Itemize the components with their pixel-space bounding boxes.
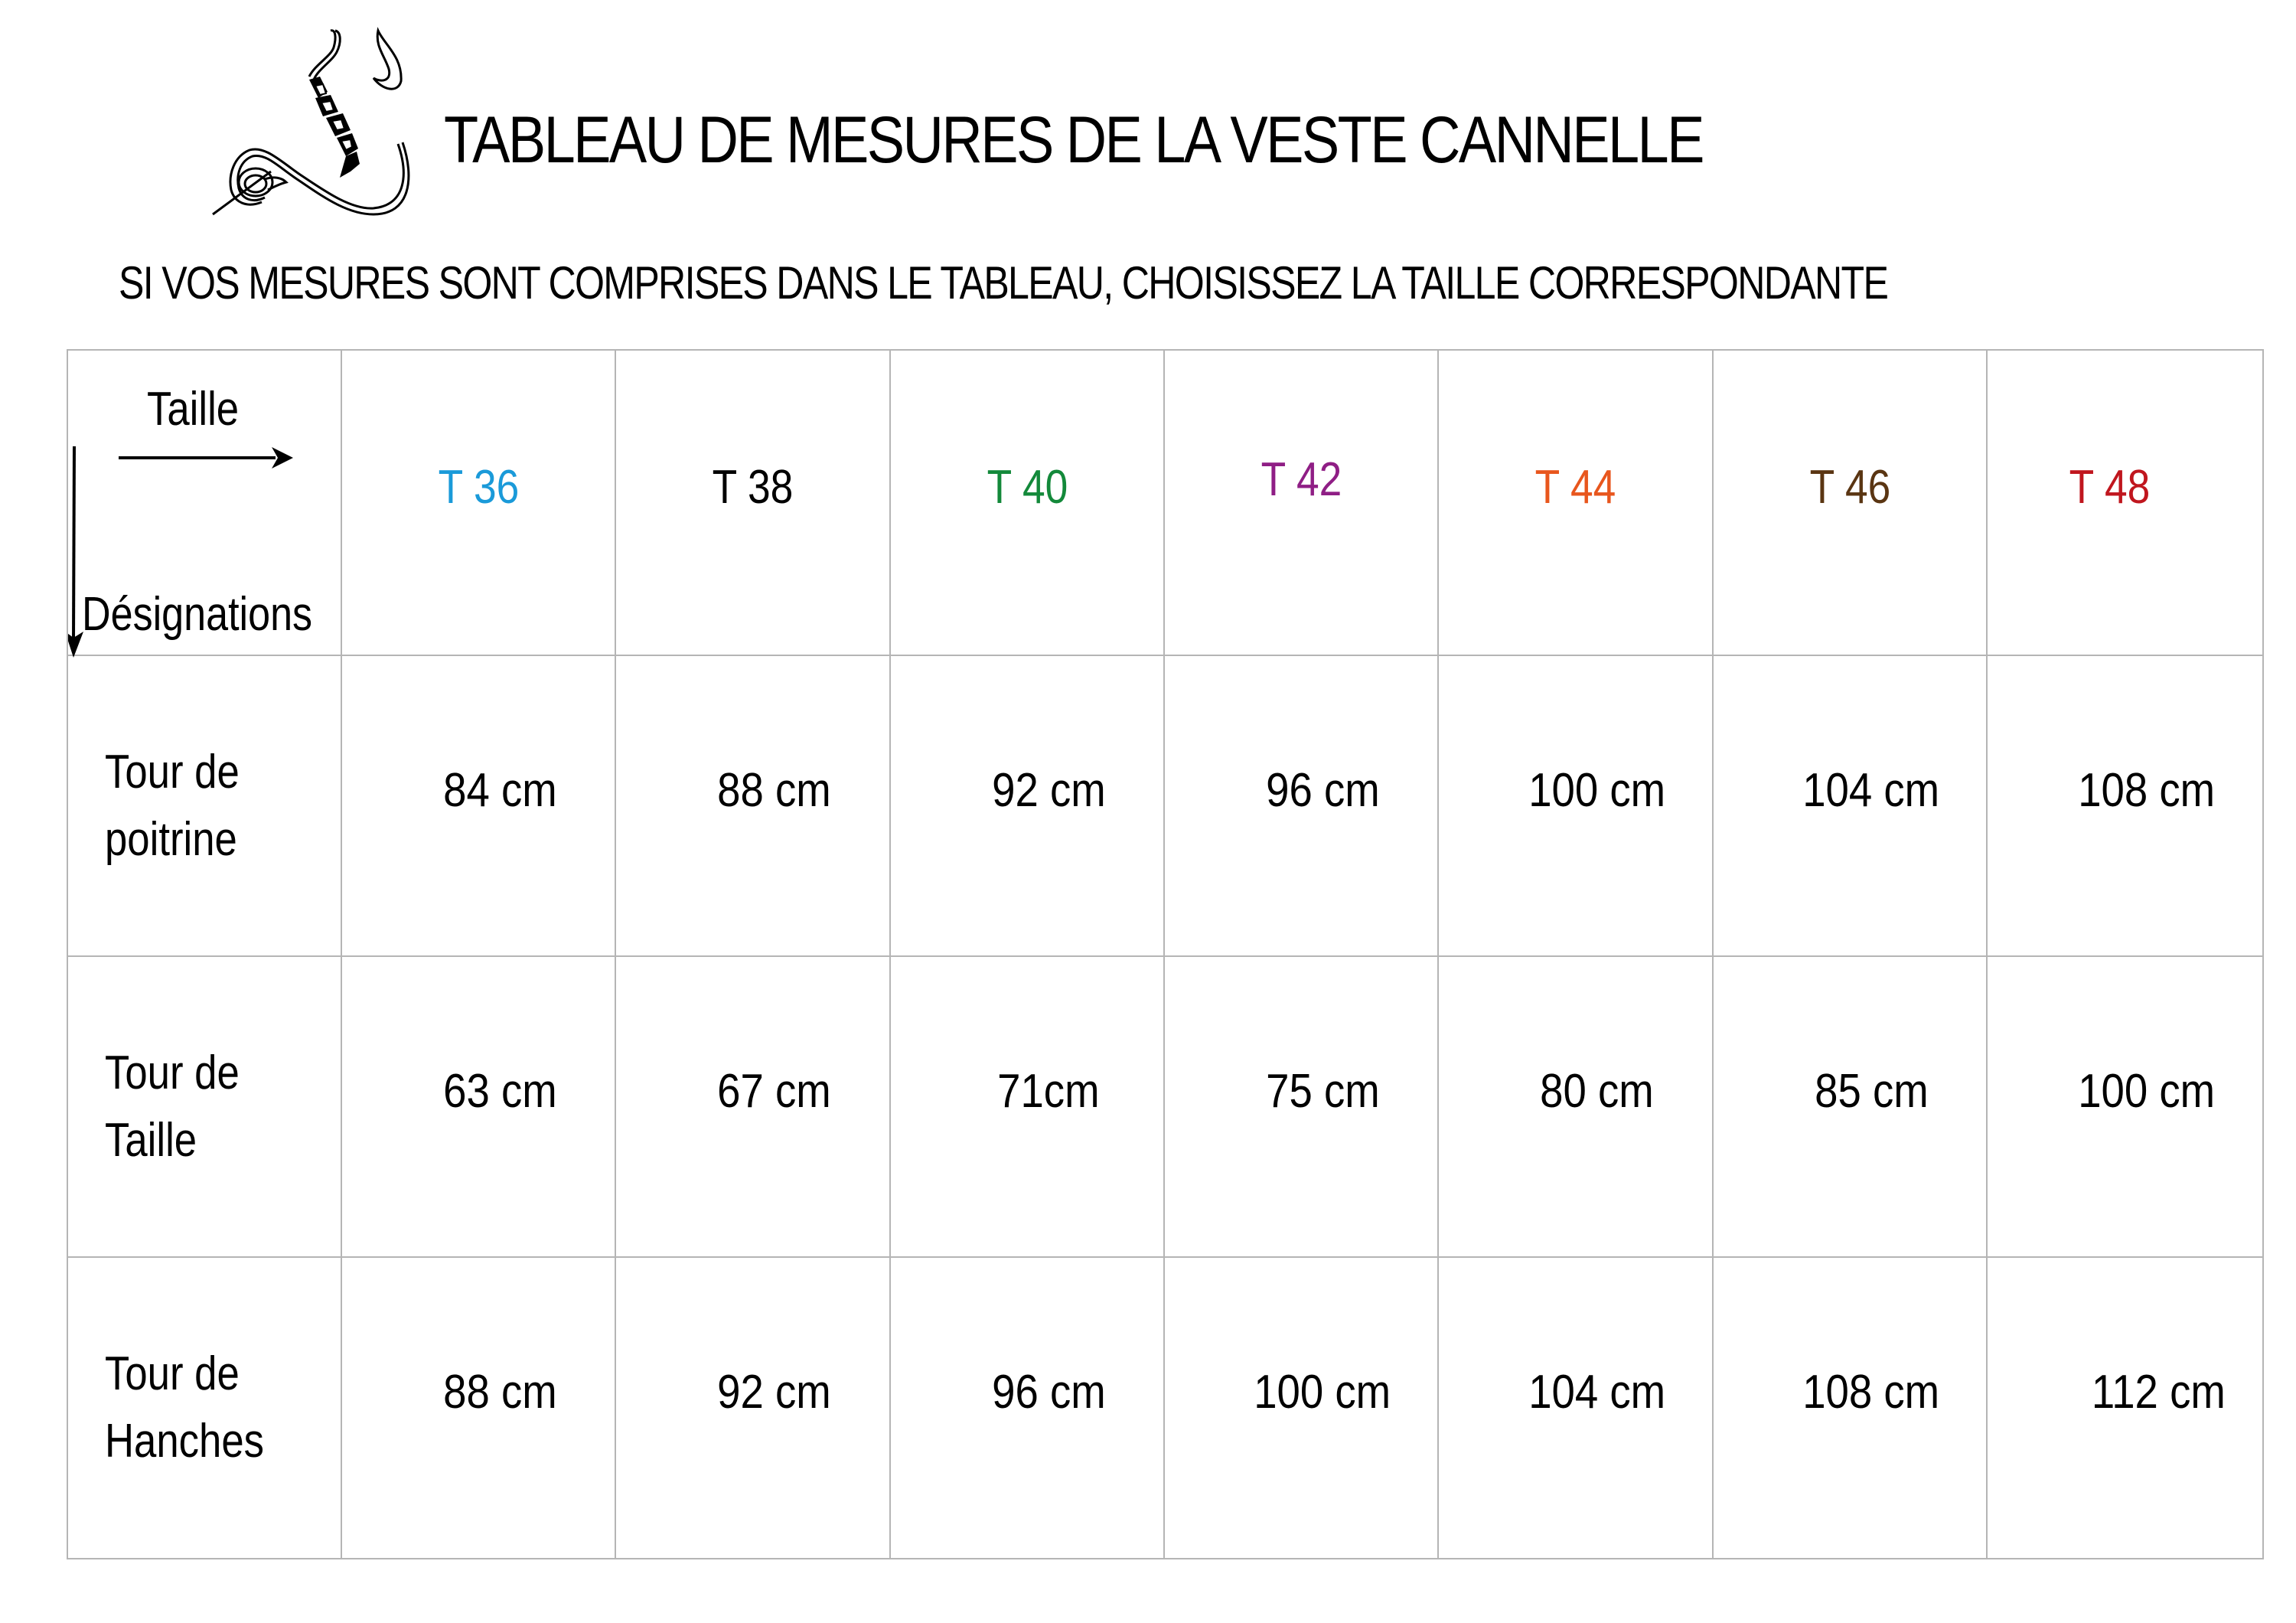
value-cell: 104 cm [1437, 1256, 1714, 1559]
value-cell: 75 cm [1163, 955, 1439, 1258]
size-header-t38: T 38 [615, 349, 891, 656]
size-header-t44: T 44 [1437, 349, 1714, 656]
corner-taille-label: Taille [147, 383, 240, 436]
value-cell: 100 cm [1986, 955, 2264, 1258]
value-cell: 88 cm [341, 1256, 616, 1559]
size-header-t42: T 42 [1163, 349, 1439, 656]
table-row-tour-de-hanches: Tour de Hanches 88 cm 92 cm 96 cm 100 cm… [67, 1256, 2264, 1559]
value-cell: 108 cm [1712, 1256, 1988, 1559]
value-cell: 84 cm [341, 655, 616, 957]
corner-designations-label: Désignations [82, 588, 313, 641]
size-header-t40: T 40 [889, 349, 1165, 656]
value-cell: 88 cm [615, 655, 891, 957]
page-title: TABLEAU DE MESURES DE LA VESTE CANNELLE [444, 103, 1704, 177]
row-label: Tour de Hanches [67, 1256, 342, 1559]
arrow-down-icon [68, 446, 83, 658]
corner-cell: Taille Désignations [67, 349, 342, 658]
value-cell: 104 cm [1712, 655, 1988, 957]
size-header-t46: T 46 [1712, 349, 1988, 656]
value-cell: 100 cm [1437, 655, 1714, 957]
needle-and-thread-icon [212, 27, 410, 216]
page-subtitle: SI VOS MESURES SONT COMPRISES DANS LE TA… [119, 257, 1889, 309]
size-chart-table: Taille Désignations T 36 T 38 T 40 T 42 … [67, 349, 2264, 1559]
value-cell: 67 cm [615, 955, 891, 1258]
table-row-tour-de-taille: Tour de Taille 63 cm 67 cm 71cm 75 cm 80… [67, 955, 2264, 1258]
value-cell: 108 cm [1986, 655, 2264, 957]
value-cell: 92 cm [889, 655, 1165, 957]
value-cell: 92 cm [615, 1256, 891, 1559]
table-header-row: Taille Désignations T 36 T 38 T 40 T 42 … [67, 349, 2264, 658]
value-cell: 112 cm [1986, 1256, 2264, 1559]
value-cell: 63 cm [341, 955, 616, 1258]
value-cell: 80 cm [1437, 955, 1714, 1258]
value-cell: 85 cm [1712, 955, 1988, 1258]
value-cell: 100 cm [1163, 1256, 1439, 1559]
table-row-tour-de-poitrine: Tour de poitrine 84 cm 88 cm 92 cm 96 cm… [67, 655, 2264, 957]
size-header-t36: T 36 [341, 349, 616, 656]
value-cell: 96 cm [889, 1256, 1165, 1559]
row-label: Tour de poitrine [67, 655, 342, 957]
row-label: Tour de Taille [67, 955, 342, 1258]
value-cell: 71cm [889, 955, 1165, 1258]
size-header-t48: T 48 [1986, 349, 2264, 656]
value-cell: 96 cm [1163, 655, 1439, 957]
arrow-right-icon [119, 447, 293, 469]
